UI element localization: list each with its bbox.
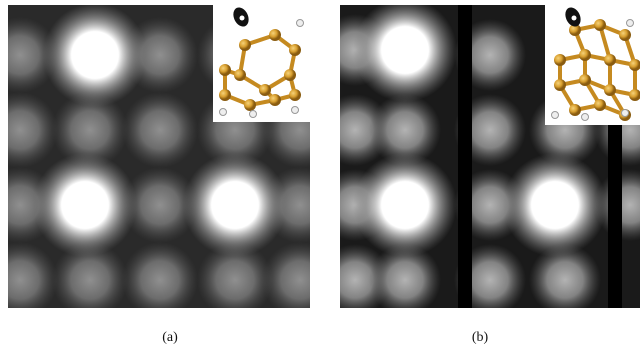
hydrogen (622, 110, 629, 117)
atom (554, 54, 566, 66)
atom (289, 44, 301, 56)
atom (219, 89, 231, 101)
dim-spot (122, 92, 198, 168)
tip-dot (572, 16, 577, 21)
atom (594, 19, 606, 31)
atom (219, 64, 231, 76)
hydrogen (292, 107, 299, 114)
atom (259, 84, 271, 96)
bright-spot (503, 153, 607, 257)
caption: (b) (450, 330, 510, 346)
tip-dot (240, 16, 245, 21)
hydrogen (297, 20, 304, 27)
bright-spot (33, 153, 137, 257)
dim-spot (262, 242, 338, 318)
bright-spot (183, 153, 287, 257)
atom (604, 54, 616, 66)
hydrogen (250, 111, 257, 118)
bright-spot (353, 153, 457, 257)
atom (269, 94, 281, 106)
caption: (a) (140, 330, 200, 346)
atom (284, 69, 296, 81)
atom (579, 49, 591, 61)
dark-band (458, 5, 472, 309)
bright-spot (353, 0, 457, 102)
figure-images (0, 0, 640, 353)
atom (269, 29, 281, 41)
hydrogen (220, 109, 227, 116)
hydrogen (582, 114, 589, 121)
atom (594, 99, 606, 111)
atom (234, 69, 246, 81)
dim-spot (122, 242, 198, 318)
molecule-inset (213, 5, 310, 122)
atom (619, 29, 631, 41)
atom (554, 79, 566, 91)
atom (289, 89, 301, 101)
atom (604, 84, 616, 96)
atom (579, 74, 591, 86)
atom (239, 39, 251, 51)
hydrogen (552, 112, 559, 119)
figure: (a) (b) (0, 0, 640, 353)
atom (569, 104, 581, 116)
molecule-inset (545, 5, 640, 125)
bright-spot (43, 3, 147, 107)
hydrogen (627, 20, 634, 27)
atom (244, 99, 256, 111)
